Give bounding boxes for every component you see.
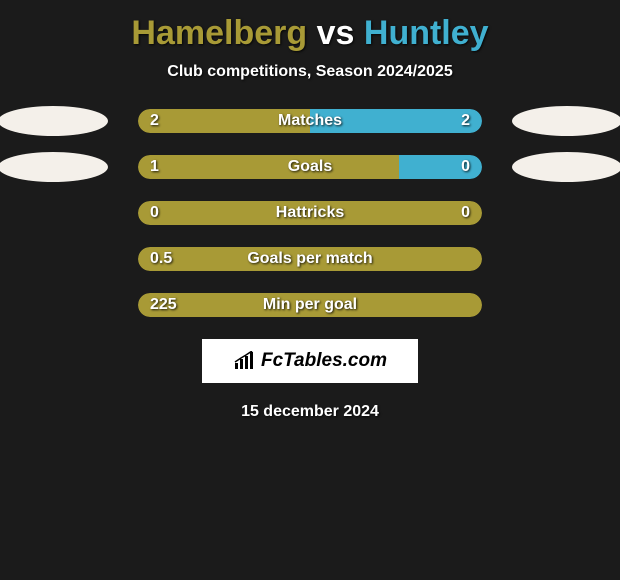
team-left-ellipse	[0, 244, 108, 274]
infographic-container: Hamelberg vs Huntley Club competitions, …	[0, 0, 620, 421]
stat-row: 0 0 Hattricks	[0, 201, 620, 225]
stat-label: Hattricks	[276, 204, 344, 222]
stat-label: Goals per match	[247, 250, 372, 268]
stat-bar: 225 Min per goal	[138, 293, 482, 317]
logo-text: FcTables.com	[261, 350, 387, 372]
team-right-ellipse	[512, 106, 620, 136]
team-left-ellipse	[0, 106, 108, 136]
stat-value-left: 0.5	[150, 250, 172, 268]
stat-value-left: 0	[150, 204, 159, 222]
stat-bar: 2 2 Matches	[138, 109, 482, 133]
team-right-ellipse	[512, 198, 620, 228]
stat-label: Matches	[278, 112, 342, 130]
player1-name: Hamelberg	[131, 14, 307, 52]
team-left-ellipse	[0, 290, 108, 320]
vs-text: vs	[317, 14, 355, 52]
stat-value-right: 0	[461, 204, 470, 222]
subtitle: Club competitions, Season 2024/2025	[0, 63, 620, 81]
stat-row: 0.5 Goals per match	[0, 247, 620, 271]
stat-rows: 2 2 Matches 1 0 Goals 0 0 Hattricks 0.5 Goals per …	[0, 109, 620, 317]
stat-label: Min per goal	[263, 296, 357, 314]
team-right-ellipse	[512, 244, 620, 274]
stat-value-left: 225	[150, 296, 177, 314]
stat-value-right: 0	[461, 158, 470, 176]
stat-row: 1 0 Goals	[0, 155, 620, 179]
stat-value-right: 2	[461, 112, 470, 130]
stat-value-left: 1	[150, 158, 159, 176]
bar-chart-icon	[233, 351, 257, 371]
team-right-ellipse	[512, 152, 620, 182]
page-title: Hamelberg vs Huntley	[0, 14, 620, 53]
logo: FcTables.com	[233, 350, 387, 372]
team-right-ellipse	[512, 290, 620, 320]
stat-bar: 1 0 Goals	[138, 155, 482, 179]
stat-value-left: 2	[150, 112, 159, 130]
stat-row: 225 Min per goal	[0, 293, 620, 317]
logo-box: FcTables.com	[202, 339, 418, 383]
team-left-ellipse	[0, 152, 108, 182]
stat-row: 2 2 Matches	[0, 109, 620, 133]
date-text: 15 december 2024	[0, 403, 620, 421]
player2-name: Huntley	[364, 14, 489, 52]
stat-bar: 0 0 Hattricks	[138, 201, 482, 225]
stat-label: Goals	[288, 158, 332, 176]
team-left-ellipse	[0, 198, 108, 228]
stat-bar: 0.5 Goals per match	[138, 247, 482, 271]
